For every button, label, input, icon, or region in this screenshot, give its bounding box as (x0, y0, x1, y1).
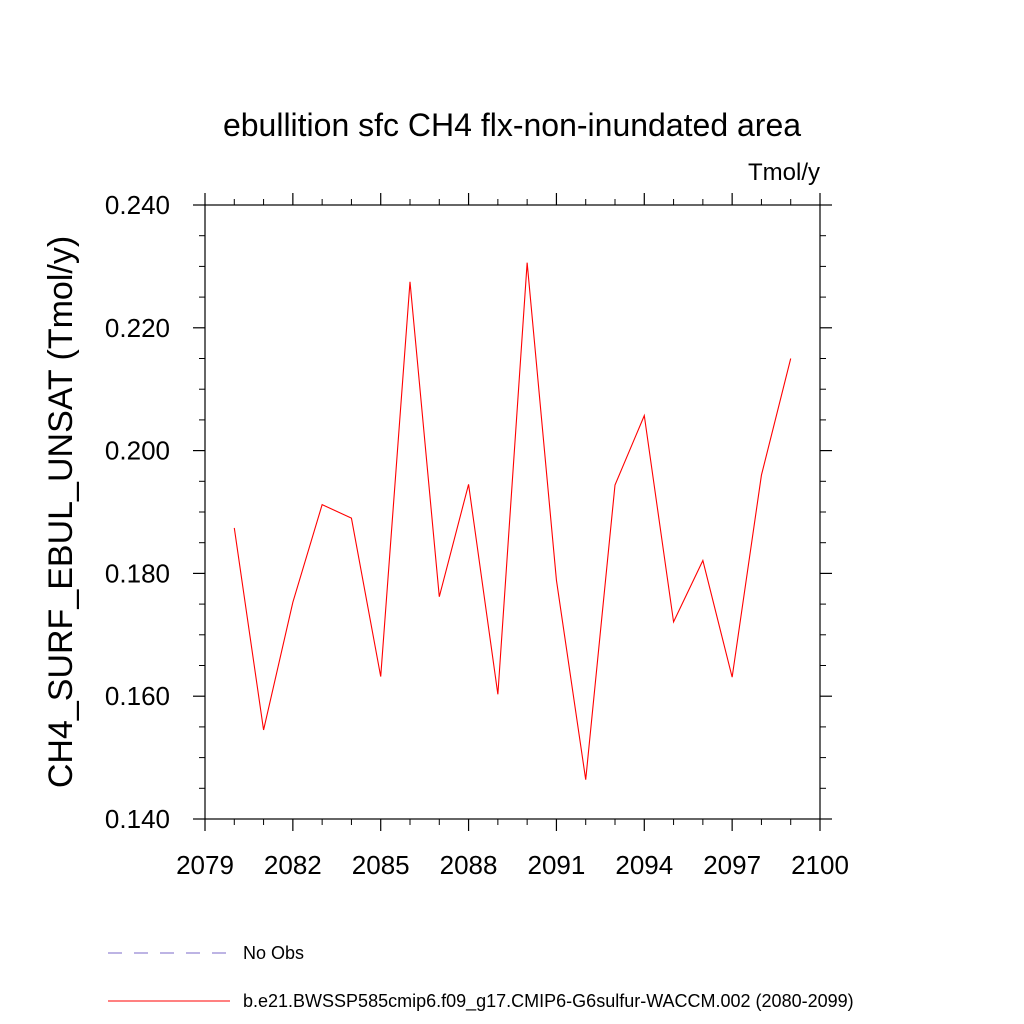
x-tick-label: 2082 (264, 850, 322, 880)
x-tick-label: 2085 (352, 850, 410, 880)
y-axis-label: CH4_SURF_EBUL_UNSAT (Tmol/y) (42, 236, 80, 788)
plot-lines (233, 262, 792, 780)
axis-ticks (193, 193, 832, 831)
x-tick-label: 2100 (791, 850, 849, 880)
x-tick-label: 2097 (703, 850, 761, 880)
y-tick-labels: 0.140 0.160 0.180 0.200 0.220 0.240 (105, 190, 170, 834)
legend: No Obs b.e21.BWSSP585cmip6.f09_g17.CMIP6… (108, 943, 854, 1012)
x-tick-label: 2094 (615, 850, 673, 880)
series-line (233, 262, 792, 780)
y-tick-label: 0.200 (105, 436, 170, 466)
y-tick-label: 0.160 (105, 681, 170, 711)
chart-title: ebullition sfc CH4 flx-non-inundated are… (223, 107, 801, 143)
y-tick-label: 0.220 (105, 313, 170, 343)
plot-frame (204, 204, 821, 820)
x-tick-label: 2079 (176, 850, 234, 880)
legend-label-no-obs: No Obs (243, 943, 304, 963)
legend-label-model: b.e21.BWSSP585cmip6.f09_g17.CMIP6-G6sulf… (243, 991, 854, 1012)
x-tick-label: 2088 (440, 850, 498, 880)
units-label: Tmol/y (748, 159, 820, 186)
y-tick-label: 0.240 (105, 190, 170, 220)
x-tick-label: 2091 (528, 850, 586, 880)
y-tick-label: 0.140 (105, 804, 170, 834)
x-tick-labels: 2079 2082 2085 2088 2091 2094 2097 2100 (176, 850, 849, 880)
y-tick-label: 0.180 (105, 558, 170, 588)
